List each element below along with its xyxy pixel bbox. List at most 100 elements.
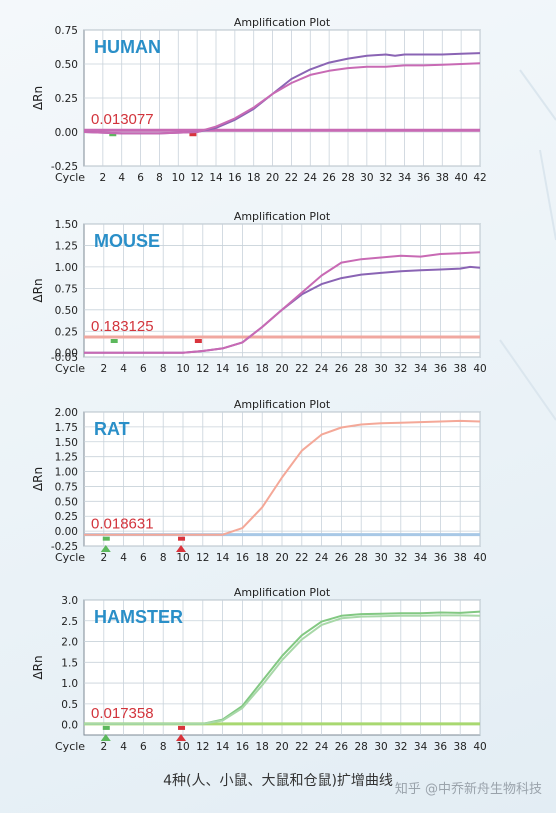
x-tick-label: 36 [434, 552, 448, 564]
x-tick-label: 38 [436, 172, 449, 184]
x-axis-label: Cycle [55, 362, 85, 375]
x-tick-label: 32 [394, 363, 407, 375]
x-tick-label: 28 [355, 363, 368, 375]
x-tick-label: 16 [236, 741, 250, 753]
x-tick-label: 40 [473, 741, 486, 753]
y-tick-label: 0.5 [61, 699, 78, 711]
y-axis-label: ΔRn [31, 278, 45, 302]
amplification-plot-human: Amplification Plot 0.75 0.50 0.25 0.00 -0.25 Δ… [31, 16, 487, 184]
x-tick-label: 40 [454, 172, 467, 184]
amplification-plot-mouse: Amplification Plot 1.50 1.25 1.00 0.75 0.50 0.… [31, 210, 487, 375]
baseline-start-marker [109, 132, 117, 137]
x-tick-label: 4 [120, 552, 127, 564]
y-tick-label: -0.25 [51, 161, 78, 173]
y-tick-label: -0.25 [51, 541, 78, 553]
y-tick-label: 2.0 [61, 637, 78, 649]
x-tick-label: 26 [335, 741, 349, 753]
baseline-end-marker [189, 132, 197, 137]
x-tick-label: 26 [335, 363, 349, 375]
chart-title: Amplification Plot [234, 398, 331, 411]
x-tick-label: 34 [414, 552, 428, 564]
baseline-start-marker [110, 339, 118, 344]
x-tick-label: 36 [434, 741, 448, 753]
x-tick-label: 24 [315, 741, 329, 753]
y-tick-label: 1.0 [61, 678, 78, 690]
chart-title: Amplification Plot [234, 586, 331, 599]
y-tick-label: 0.00 [55, 526, 78, 538]
watermark: 知乎 @中乔新舟生物科技 [394, 782, 542, 797]
y-tick-label: 0.75 [55, 283, 78, 295]
series-line-1 [84, 419, 481, 536]
x-tick-label: 40 [473, 363, 486, 375]
x-tick-label: 30 [374, 552, 387, 564]
x-tick-label: 32 [394, 741, 407, 753]
x-tick-label: 6 [140, 741, 147, 753]
x-tick-label: 18 [256, 363, 269, 375]
y-axis-label: ΔRn [31, 86, 45, 110]
x-tick-label: 28 [355, 741, 368, 753]
x-tick-label: 36 [434, 363, 448, 375]
x-tick-label: 14 [216, 552, 230, 564]
x-tick-label: 2 [100, 552, 107, 564]
y-tick-label: 1.75 [55, 422, 78, 434]
y-tick-label: 0.50 [55, 59, 78, 71]
decorative-background [499, 69, 556, 421]
y-tick-label: -0.05 [51, 352, 78, 364]
baseline-end-arrow [176, 734, 187, 741]
y-tick-label: 3.0 [61, 595, 78, 607]
x-tick-label: 22 [285, 172, 298, 184]
x-tick-label: 24 [304, 172, 318, 184]
x-tick-label: 40 [473, 552, 486, 564]
amplification-plot-hamster: Amplification Plot 3.0 2.5 2.0 1.5 1.0 0.5 0.0 Δ… [31, 586, 487, 753]
x-tick-label: 38 [454, 552, 467, 564]
x-tick-label: 10 [176, 741, 189, 753]
x-tick-label: 16 [236, 363, 250, 375]
chart-title: Amplification Plot [234, 16, 331, 29]
x-tick-label: 42 [473, 172, 486, 184]
threshold-value-label: 0.013077 [91, 111, 154, 128]
x-tick-label: 12 [190, 172, 203, 184]
y-tick-label: 1.25 [55, 240, 78, 252]
x-tick-label: 38 [454, 363, 467, 375]
threshold-value-label: 0.183125 [91, 318, 154, 335]
x-tick-label: 34 [414, 741, 428, 753]
x-tick-label: 26 [322, 172, 336, 184]
y-tick-label: 1.25 [55, 452, 78, 464]
x-axis-label: Cycle [55, 740, 85, 753]
x-tick-label: 28 [341, 172, 354, 184]
x-tick-label: 12 [196, 741, 209, 753]
x-tick-label: 30 [374, 741, 387, 753]
x-tick-label: 18 [247, 172, 260, 184]
y-tick-label: 0.25 [55, 93, 78, 105]
x-tick-label: 22 [295, 552, 308, 564]
y-tick-label: 0.25 [55, 326, 78, 338]
x-tick-label: 2 [100, 741, 107, 753]
y-tick-label: 0.50 [55, 305, 78, 317]
x-tick-label: 22 [295, 363, 308, 375]
x-tick-label: 18 [256, 741, 269, 753]
species-label: HUMAN [94, 37, 161, 57]
species-label: MOUSE [94, 231, 160, 251]
y-tick-label: 0.50 [55, 496, 78, 508]
y-tick-label: 0.25 [55, 511, 78, 523]
x-tick-label: 14 [216, 741, 230, 753]
y-tick-label: 0.0 [61, 720, 78, 732]
x-tick-label: 32 [379, 172, 392, 184]
x-tick-label: 8 [160, 552, 167, 564]
baseline-start-marker [102, 536, 110, 541]
baseline-end-marker [194, 339, 202, 344]
baseline-end-marker [178, 725, 186, 730]
x-tick-label: 22 [295, 741, 308, 753]
x-tick-label: 34 [414, 363, 428, 375]
x-tick-label: 2 [100, 172, 107, 184]
x-tick-label: 6 [137, 172, 144, 184]
x-tick-label: 30 [374, 363, 387, 375]
x-tick-label: 16 [228, 172, 242, 184]
x-tick-label: 4 [120, 741, 127, 753]
baseline-start-marker [102, 725, 110, 730]
x-tick-label: 20 [275, 741, 288, 753]
baseline-end-marker [178, 536, 186, 541]
y-tick-label: 0.75 [55, 25, 78, 37]
y-axis-label: ΔRn [31, 467, 45, 491]
